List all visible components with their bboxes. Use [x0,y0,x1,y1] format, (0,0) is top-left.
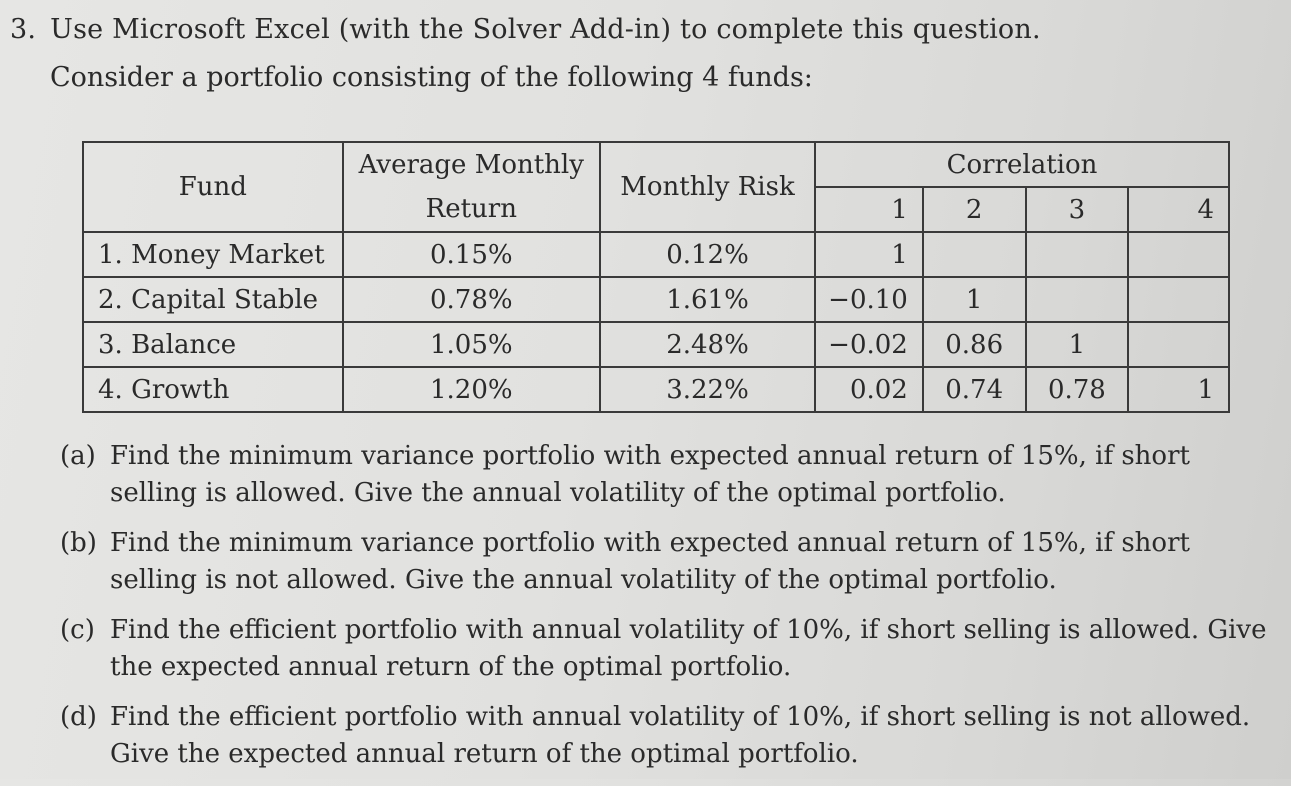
part-text: Find the minimum variance portfolio with… [110,528,1190,595]
corr-cell: 0.78 [1024,366,1130,413]
corr-col-header: 2 [921,186,1027,233]
question-intro: Consider a portfolio consisting of the f… [50,62,813,93]
fund-name: 2. Capital Stable [82,276,344,323]
fund-risk: 1.61% [599,276,816,323]
question-part-b: (b) Find the minimum variance portfolio … [60,525,1280,599]
part-label: (b) [60,528,97,558]
part-text: Find the efficient portfolio with annual… [110,615,1267,682]
fund-risk: 0.12% [599,231,816,278]
question-heading: 3. Use Microsoft Excel (with the Solver A… [10,14,1041,45]
funds-table: Fund Average Monthly Return Monthly Risk… [82,141,1231,413]
fund-return: 1.05% [341,321,602,368]
table-row: 2. Capital Stable 0.78% 1.61% −0.10 1 [82,276,1230,323]
table-row: 3. Balance 1.05% 2.48% −0.02 0.86 1 [82,321,1230,368]
part-text: Find the minimum variance portfolio with… [110,441,1190,508]
question-parts: (a) Find the minimum variance portfolio … [60,438,1280,786]
corr-cell [1024,276,1130,323]
fund-risk: 2.48% [599,321,816,368]
header-fund: Fund [82,141,344,233]
header-monthly-risk: Monthly Risk [599,141,816,233]
corr-col-header: 3 [1024,186,1130,233]
question-part-d: (d) Find the efficient portfolio with an… [60,699,1280,773]
corr-cell [921,231,1027,278]
part-label: (c) [60,615,95,645]
part-label: (a) [60,441,96,471]
corr-cell: 1 [1024,321,1130,368]
corr-col-header: 1 [813,186,924,233]
header-average-monthly-return-line1: Average Monthly [358,150,584,180]
fund-return: 1.20% [341,366,602,413]
fund-risk: 3.22% [599,366,816,413]
fund-name: 1. Money Market [82,231,344,278]
corr-cell: 0.74 [921,366,1027,413]
corr-cell: 1 [813,231,924,278]
question-part-a: (a) Find the minimum variance portfolio … [60,438,1280,512]
corr-col-header: 4 [1127,186,1230,233]
header-average-monthly-return: Average Monthly Return [341,141,602,233]
corr-cell: −0.02 [813,321,924,368]
question-instruction: Use Microsoft Excel (with the Solver Add… [50,14,1041,45]
table-row: 4. Growth 1.20% 3.22% 0.02 0.74 0.78 1 [82,366,1230,413]
corr-cell: 1 [921,276,1027,323]
corr-cell: 1 [1127,366,1230,413]
fund-return: 0.78% [341,276,602,323]
corr-cell: 0.02 [813,366,924,413]
corr-cell: −0.10 [813,276,924,323]
fund-return: 0.15% [341,231,602,278]
fund-name: 4. Growth [82,366,344,413]
header-average-monthly-return-line2: Return [425,194,517,224]
fund-name: 3. Balance [82,321,344,368]
corr-cell [1127,276,1230,323]
corr-cell [1127,321,1230,368]
corr-cell [1127,231,1230,278]
corr-cell: 0.86 [921,321,1027,368]
part-label: (d) [60,702,97,732]
question-number: 3. [10,14,37,45]
question-part-c: (c) Find the efficient portfolio with an… [60,612,1280,686]
header-correlation: Correlation [813,141,1231,188]
part-text: Find the efficient portfolio with annual… [110,702,1251,769]
corr-cell [1024,231,1130,278]
table-row: 1. Money Market 0.15% 0.12% 1 [82,231,1230,278]
